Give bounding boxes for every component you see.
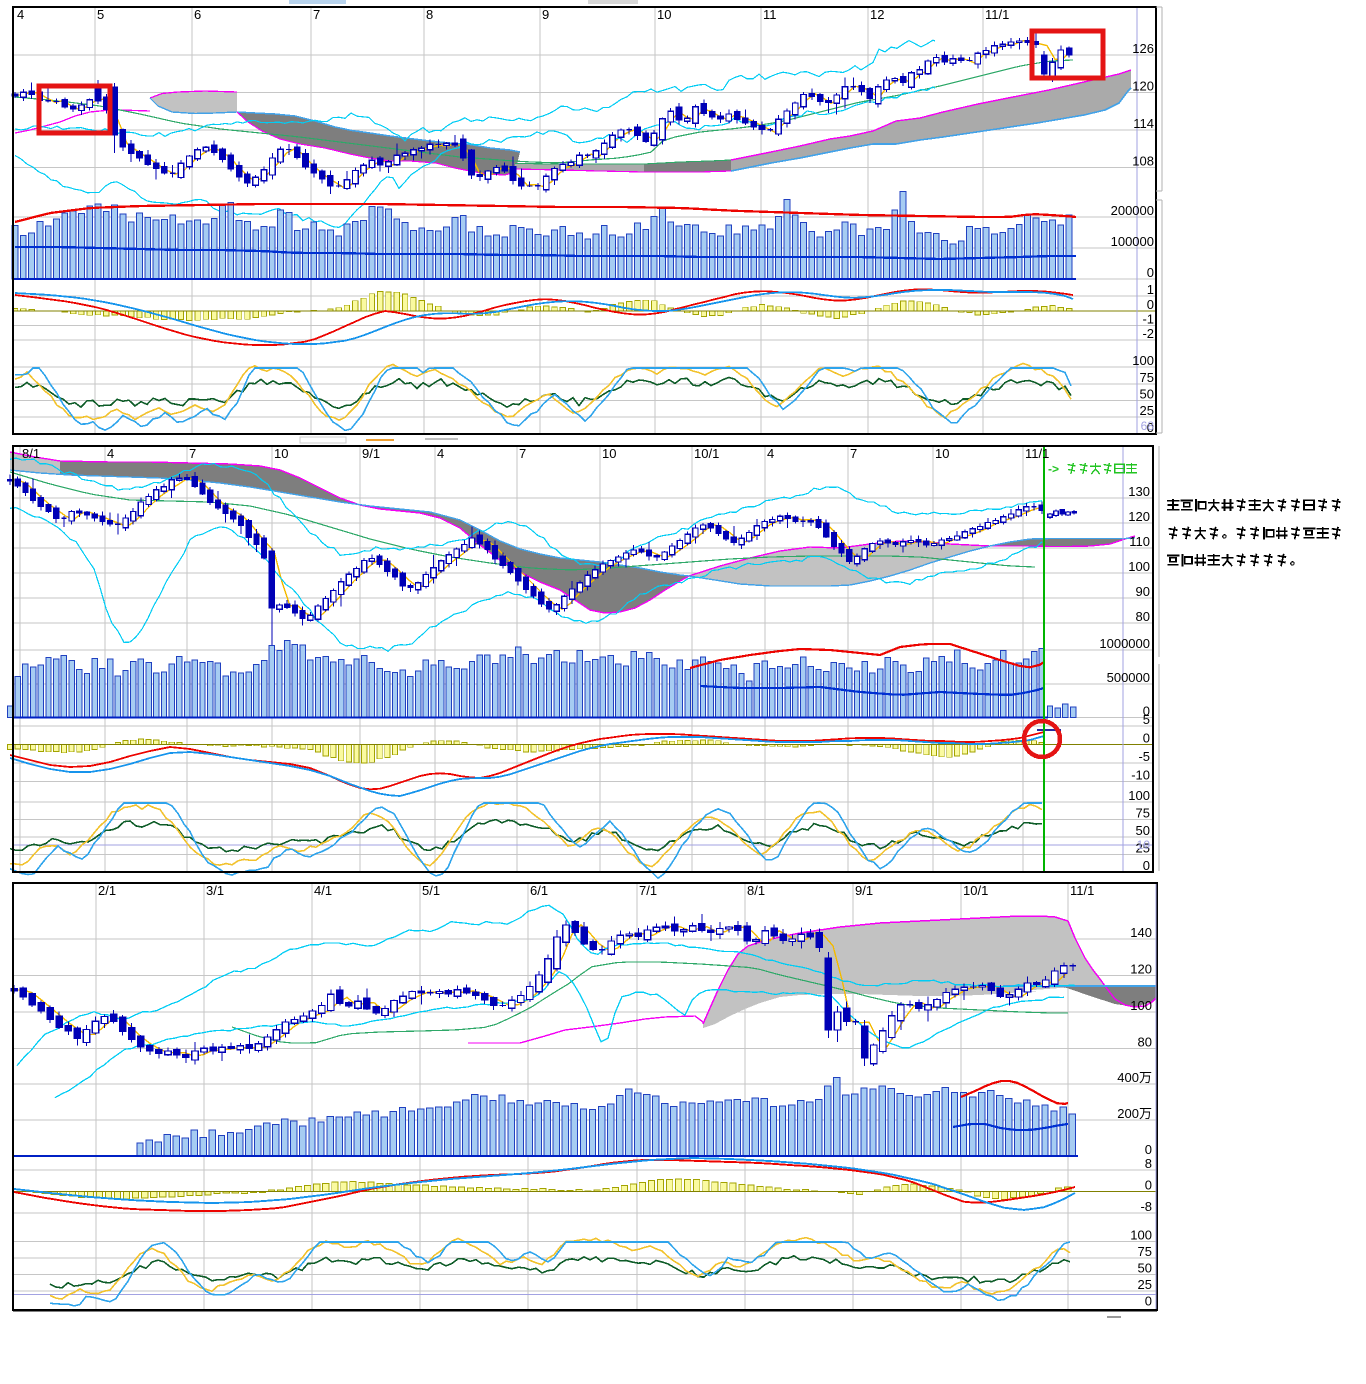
svg-text:0: 0 <box>1143 858 1150 873</box>
svg-text:10: 10 <box>935 446 949 461</box>
svg-text:0: 0 <box>1145 1178 1152 1193</box>
svg-text:50: 50 <box>1136 823 1150 838</box>
svg-text:0: 0 <box>1147 297 1154 312</box>
svg-text:80: 80 <box>1136 609 1150 624</box>
svg-text:8/1: 8/1 <box>22 446 40 461</box>
svg-text:9: 9 <box>542 7 549 22</box>
svg-text:4: 4 <box>437 446 444 461</box>
svg-text:10: 10 <box>1137 838 1151 852</box>
svg-text:8: 8 <box>426 7 433 22</box>
svg-text:120: 120 <box>1128 509 1150 524</box>
svg-text:11: 11 <box>763 7 777 22</box>
svg-text:50: 50 <box>1138 1261 1152 1276</box>
svg-text:10/1: 10/1 <box>963 883 988 898</box>
svg-text:500000: 500000 <box>1107 670 1150 685</box>
svg-text:0: 0 <box>1143 704 1150 719</box>
svg-text:120: 120 <box>1130 962 1152 977</box>
svg-text:->: -> <box>1048 462 1059 476</box>
svg-text:-10: -10 <box>1131 768 1150 783</box>
svg-text:4: 4 <box>107 446 114 461</box>
svg-text:100: 100 <box>1128 559 1150 574</box>
svg-text:100: 100 <box>1128 788 1150 803</box>
svg-text:100: 100 <box>1130 998 1152 1013</box>
svg-text:0: 0 <box>1147 265 1154 280</box>
svg-text:7: 7 <box>313 7 320 22</box>
svg-text:0: 0 <box>1143 731 1150 746</box>
svg-text:75: 75 <box>1136 806 1150 821</box>
svg-text:12: 12 <box>870 7 884 22</box>
svg-text:5: 5 <box>1143 712 1150 727</box>
svg-text:7: 7 <box>189 446 196 461</box>
svg-text:200万: 200万 <box>1117 1106 1152 1121</box>
svg-text:6: 6 <box>194 7 201 22</box>
svg-text:25: 25 <box>1136 841 1150 856</box>
svg-text:1000000: 1000000 <box>1099 636 1150 651</box>
svg-text:75: 75 <box>1140 370 1154 385</box>
svg-text:120: 120 <box>1132 79 1154 94</box>
svg-text:2/1: 2/1 <box>98 883 116 898</box>
svg-text:10: 10 <box>274 446 288 461</box>
svg-text:1: 1 <box>1147 282 1154 297</box>
svg-text:100: 100 <box>1130 1228 1152 1243</box>
svg-text:-2: -2 <box>1142 326 1154 341</box>
svg-text:400万: 400万 <box>1117 1070 1152 1085</box>
svg-text:100: 100 <box>1132 353 1154 368</box>
svg-text:130: 130 <box>1128 484 1150 499</box>
svg-text:4/1: 4/1 <box>314 883 332 898</box>
svg-text:9/1: 9/1 <box>362 446 380 461</box>
svg-text:0: 0 <box>1145 1142 1152 1157</box>
svg-text:-1: -1 <box>1142 312 1154 327</box>
svg-text:110: 110 <box>1129 534 1150 549</box>
svg-text:3/1: 3/1 <box>206 883 224 898</box>
svg-text:5: 5 <box>97 7 104 22</box>
svg-text:4: 4 <box>17 7 24 22</box>
svg-text:100000: 100000 <box>1111 234 1154 249</box>
svg-text:5/1: 5/1 <box>422 883 440 898</box>
svg-text:114: 114 <box>1133 116 1154 131</box>
svg-text:0: 0 <box>1147 420 1154 435</box>
svg-text:9/1: 9/1 <box>855 883 873 898</box>
svg-text:126: 126 <box>1132 41 1154 56</box>
svg-text:7/1: 7/1 <box>639 883 657 898</box>
svg-text:10: 10 <box>602 446 616 461</box>
svg-text:25: 25 <box>1140 403 1154 418</box>
svg-text:80: 80 <box>1138 1035 1152 1050</box>
svg-text:68: 68 <box>1141 419 1155 433</box>
svg-text:-5: -5 <box>1138 749 1150 764</box>
svg-text:0: 0 <box>1145 1294 1152 1309</box>
svg-text:6/1: 6/1 <box>530 883 548 898</box>
svg-text:200000: 200000 <box>1111 203 1154 218</box>
svg-text:11/1: 11/1 <box>985 7 1009 22</box>
svg-text:7: 7 <box>850 446 857 461</box>
svg-text:8/1: 8/1 <box>747 883 765 898</box>
svg-text:4: 4 <box>767 446 774 461</box>
svg-text:50: 50 <box>1140 387 1154 402</box>
svg-text:25: 25 <box>1138 1277 1152 1292</box>
svg-text:-8: -8 <box>1140 1199 1152 1214</box>
svg-text:75: 75 <box>1138 1244 1152 1259</box>
svg-text:140: 140 <box>1130 925 1152 940</box>
svg-text:7: 7 <box>519 446 526 461</box>
svg-text:108: 108 <box>1132 154 1154 169</box>
svg-text:11/1: 11/1 <box>1025 446 1049 461</box>
svg-text:90: 90 <box>1136 584 1150 599</box>
svg-text:10: 10 <box>657 7 671 22</box>
svg-text:11/1: 11/1 <box>1070 883 1094 898</box>
svg-text:8: 8 <box>1145 1156 1152 1171</box>
svg-text:10/1: 10/1 <box>694 446 719 461</box>
